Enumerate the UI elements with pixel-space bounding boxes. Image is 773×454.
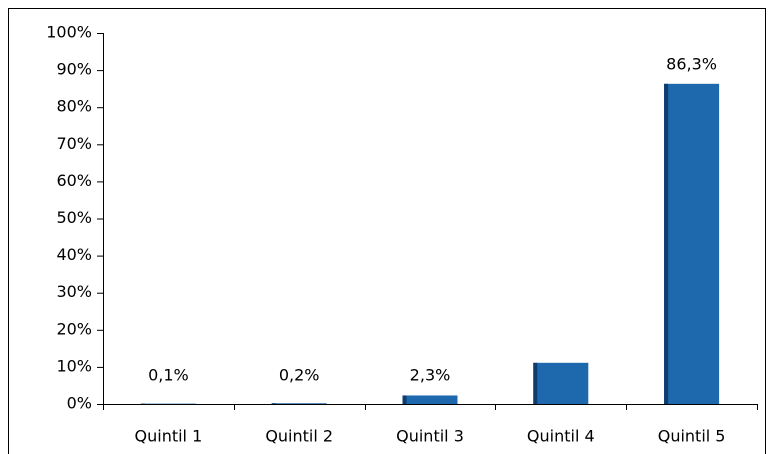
y-tick-label: 90%: [56, 60, 92, 79]
bar-shade: [402, 395, 407, 404]
x-tick-label: Quintil 5: [658, 427, 726, 446]
bar-shade: [533, 362, 538, 404]
data-label: 86,3%: [666, 54, 717, 73]
x-tick-label: Quintil 4: [527, 427, 595, 446]
x-tick-label: Quintil 3: [396, 427, 464, 446]
bar: [533, 362, 589, 404]
y-tick-label: 100%: [46, 23, 92, 42]
data-label: 2,3%: [410, 366, 451, 385]
bar-shade: [271, 403, 276, 404]
data-label: 0,2%: [279, 366, 320, 385]
y-tick-label: 40%: [56, 245, 92, 264]
y-tick-label: 80%: [56, 97, 92, 116]
y-tick-label: 60%: [56, 171, 92, 190]
chart-frame: [8, 8, 766, 454]
x-tick-label: Quintil 1: [135, 427, 203, 446]
bar: [271, 403, 327, 404]
y-tick-label: 70%: [56, 134, 92, 153]
bar-shade: [664, 83, 669, 405]
bar: [402, 395, 458, 404]
bar: [664, 83, 720, 405]
y-tick-label: 50%: [56, 208, 92, 227]
y-tick-label: 0%: [67, 394, 92, 413]
x-tick-label: Quintil 2: [265, 427, 333, 446]
y-tick-label: 20%: [56, 319, 92, 338]
data-label: 0,1%: [148, 366, 189, 385]
y-tick-label: 10%: [56, 356, 92, 375]
y-tick-label: 30%: [56, 282, 92, 301]
